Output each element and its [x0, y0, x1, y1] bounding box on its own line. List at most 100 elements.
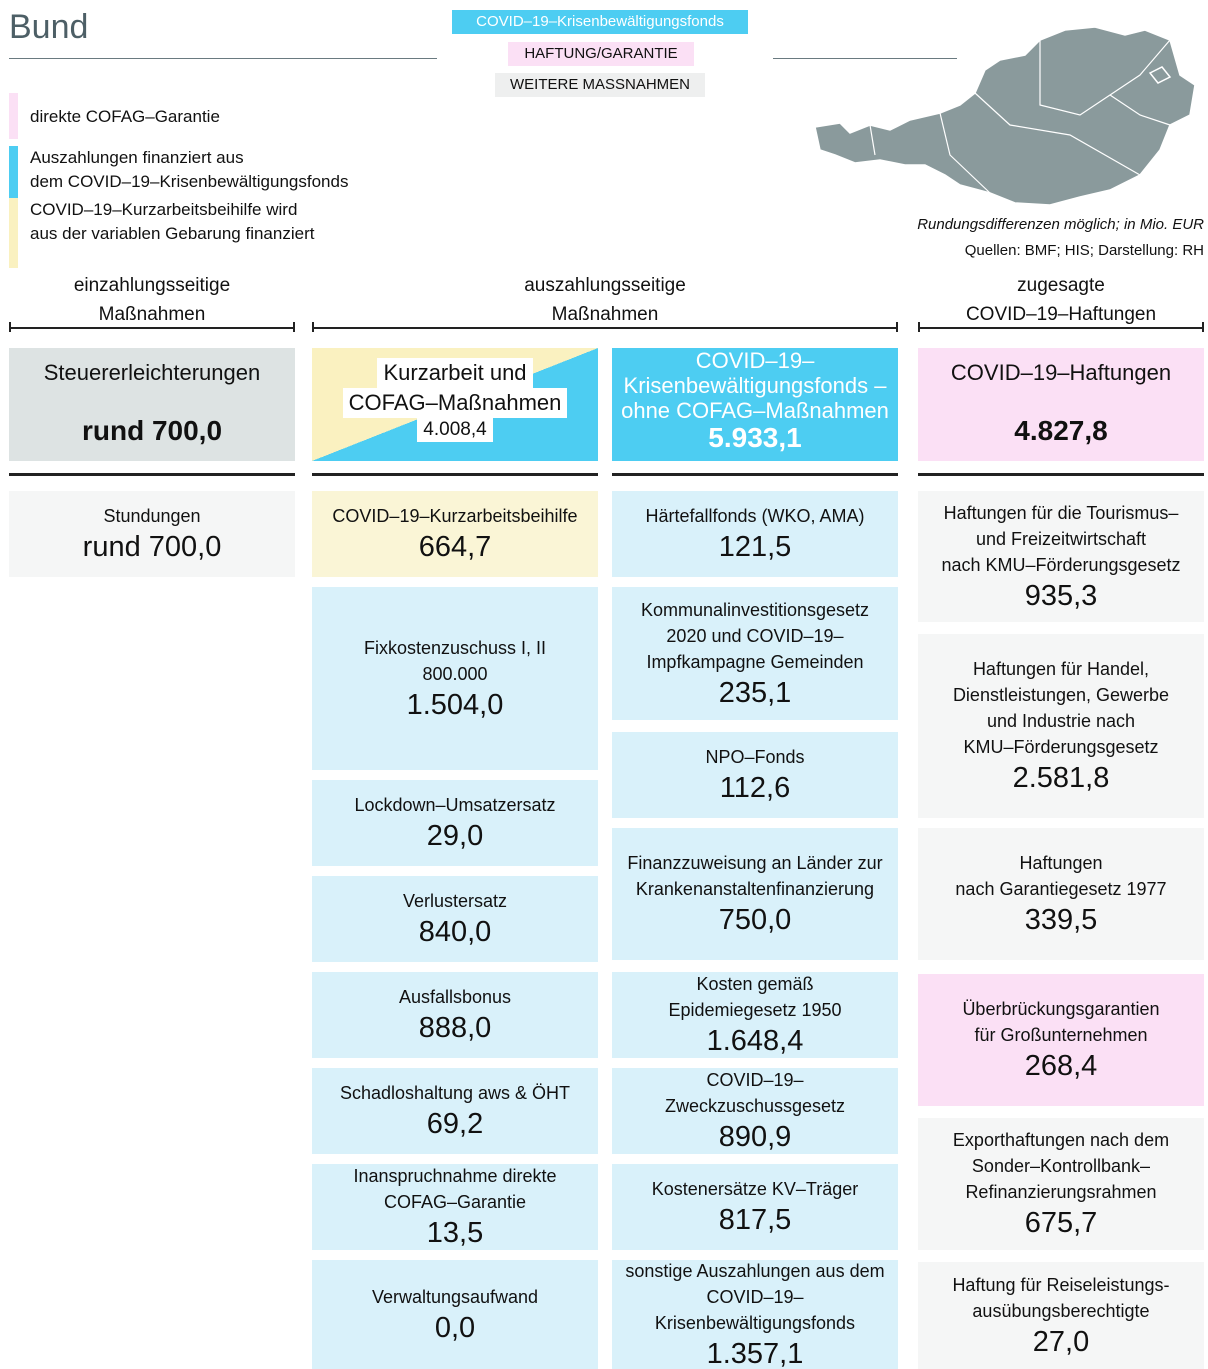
- item-box: Überbrückungsgarantien für Großunternehme…: [918, 974, 1204, 1106]
- item-value: 1.357,1: [706, 1337, 804, 1369]
- item-text: und Freizeitwirtschaft: [975, 528, 1147, 549]
- item-text: nach KMU–Förderungsgesetz: [941, 554, 1181, 575]
- item-text: Krankenanstaltenfinanzierung: [635, 879, 875, 899]
- section-text: Maßnahmen: [98, 304, 206, 325]
- item-box: Verlustersatz 840,0: [312, 876, 598, 962]
- summary-box: Steuererleichterungen rund 700,0: [9, 348, 295, 461]
- note: Quellen: BMF; HIS; Darstellung: RH: [964, 242, 1204, 259]
- item-value: 664,7: [418, 531, 492, 563]
- item-box: NPO–Fonds 112,6: [612, 732, 898, 818]
- item-box: sonstige Auszahlungen aus dem COVID–19– Kr…: [612, 1260, 898, 1369]
- divider: [612, 473, 898, 476]
- summary-text: Krisenbewältigungsfonds –: [623, 373, 887, 398]
- item-value: 0,0: [434, 1311, 476, 1344]
- item-text: nach Garantiegesetz 1977: [955, 879, 1167, 899]
- summary-value: 4.827,8: [1014, 415, 1108, 446]
- item-box: Finanzzuweisung an Länder zur Krankenanst…: [612, 828, 898, 960]
- map: [814, 26, 1196, 206]
- section-header: auszahlungsseitige Maßnahmen: [312, 271, 898, 329]
- item-value: 890,9: [718, 1121, 792, 1153]
- tick: [896, 322, 898, 332]
- item-box: Schadloshaltung aws & ÖHT 69,2: [312, 1068, 598, 1154]
- legend-item: COVID–19–Kurzarbeitsbeihilfe wird aus der…: [30, 198, 314, 246]
- tick: [918, 322, 920, 332]
- item-value: 817,5: [718, 1204, 792, 1236]
- item-text: Refinanzierungsrahmen: [965, 1182, 1157, 1202]
- item-value: 235,1: [718, 676, 792, 709]
- item-text: Kostenersätze KV–Träger: [651, 1179, 859, 1199]
- summary-box: COVID–19– Krisenbewältigungsfonds – ohne C…: [612, 348, 898, 461]
- item-text: 2020 und COVID–19–: [666, 625, 844, 646]
- item-value: 840,0: [418, 916, 492, 948]
- divider: [312, 473, 598, 476]
- item-box: Inanspruchnahme direkte COFAG–Garantie 13,…: [312, 1164, 598, 1250]
- summary-text: COVID–19–: [695, 348, 815, 373]
- item-text: Schadloshaltung aws & ÖHT: [339, 1083, 571, 1103]
- summary-text: COFAG–Maßnahmen: [342, 388, 568, 418]
- item-text: Inanspruchnahme direkte: [353, 1166, 557, 1186]
- item-value: 112,6: [719, 772, 791, 804]
- item-text: COVID–19–: [706, 1286, 804, 1307]
- item-text: Lockdown–Umsatzersatz: [354, 795, 556, 815]
- item-text: Zweckzuschussgesetz: [664, 1096, 846, 1116]
- section-rule: [312, 327, 898, 329]
- section-header: einzahlungsseitige Maßnahmen: [9, 271, 295, 329]
- item-box: Kommunalinvestitionsgesetz 2020 und COVID…: [612, 587, 898, 720]
- tick: [312, 322, 314, 332]
- item-value: 750,0: [718, 904, 792, 936]
- section-rule: [918, 327, 1204, 329]
- item-value: 339,5: [1024, 904, 1098, 936]
- item-text: Härtefallfonds (WKO, AMA): [645, 506, 865, 526]
- legend-item: Auszahlungen finanziert aus dem COVID–19–…: [30, 146, 348, 194]
- badge: HAFTUNG/GARANTIE: [508, 42, 694, 66]
- legend-text: aus der variablen Gebarung finanziert: [30, 224, 315, 243]
- legend-text: dem COVID–19–Krisenbewältigungsfonds: [30, 172, 349, 191]
- section-text: zugesagte: [1017, 275, 1105, 296]
- item-text: sonstige Auszahlungen aus dem: [625, 1260, 885, 1281]
- badge: COVID–19–Krisenbewältigungsfonds: [452, 10, 748, 34]
- item-text: Haftungen für Handel,: [972, 659, 1150, 679]
- divider: [9, 473, 295, 476]
- legend-item: direkte COFAG–Garantie: [30, 105, 220, 129]
- item-text: COFAG–Garantie: [383, 1192, 527, 1212]
- item-text: Fixkostenzuschuss I, II: [363, 637, 547, 658]
- item-text: Stundungen: [103, 506, 201, 526]
- item-text: NPO–Fonds: [705, 747, 805, 767]
- item-value: 675,7: [1024, 1207, 1098, 1239]
- note: Rundungsdifferenzen möglich; in Mio. EUR: [917, 216, 1204, 233]
- divider: [918, 473, 1204, 476]
- item-text: Verlustersatz: [402, 891, 508, 911]
- item-text: KMU–Förderungsgesetz: [963, 737, 1159, 757]
- item-text: Epidemiegesetz 1950: [668, 1000, 842, 1020]
- rule: [773, 58, 957, 59]
- section-text: Maßnahmen: [551, 304, 659, 325]
- item-value: 1.648,4: [706, 1025, 804, 1057]
- item-text: COVID–19–: [706, 1070, 804, 1090]
- item-text: Haftungen für die Tourismus–: [943, 502, 1179, 523]
- section-text: COVID–19–Haftungen: [965, 304, 1157, 325]
- item-text: Ausfallsbonus: [398, 987, 512, 1007]
- item-box: Fixkostenzuschuss I, II 800.000 1.504,0: [312, 587, 598, 770]
- item-text: Sonder–Kontrollbank–: [971, 1156, 1151, 1176]
- item-text: Impfkampagne Gemeinden: [646, 651, 864, 672]
- item-box: Exporthaftungen nach dem Sonder–Kontrollb…: [918, 1118, 1204, 1250]
- item-text: und Industrie nach: [986, 711, 1136, 731]
- legend-text: COVID–19–Kurzarbeitsbeihilfe wird: [30, 200, 298, 219]
- rule: [9, 58, 437, 59]
- summary-value: rund 700,0: [81, 415, 223, 446]
- item-value: 69,2: [426, 1108, 484, 1140]
- item-text: Verwaltungsaufwand: [371, 1286, 539, 1307]
- legend-swatch: [9, 93, 18, 139]
- item-value: 121,5: [718, 531, 792, 563]
- summary-value: 4.008,4: [417, 418, 493, 442]
- section-text: einzahlungsseitige: [73, 275, 231, 296]
- item-box: Haftung für Reiseleistungs-ausübungsbere…: [918, 1262, 1204, 1369]
- item-text: Dienstleistungen, Gewerbe: [952, 685, 1170, 705]
- item-value: 1.504,0: [406, 688, 504, 721]
- item-text: für Großunternehmen: [974, 1025, 1148, 1045]
- item-value: 27,0: [1032, 1325, 1090, 1358]
- item-box: Verwaltungsaufwand 0,0: [312, 1260, 598, 1369]
- section-rule: [9, 327, 295, 329]
- item-box: Ausfallsbonus 888,0: [312, 972, 598, 1058]
